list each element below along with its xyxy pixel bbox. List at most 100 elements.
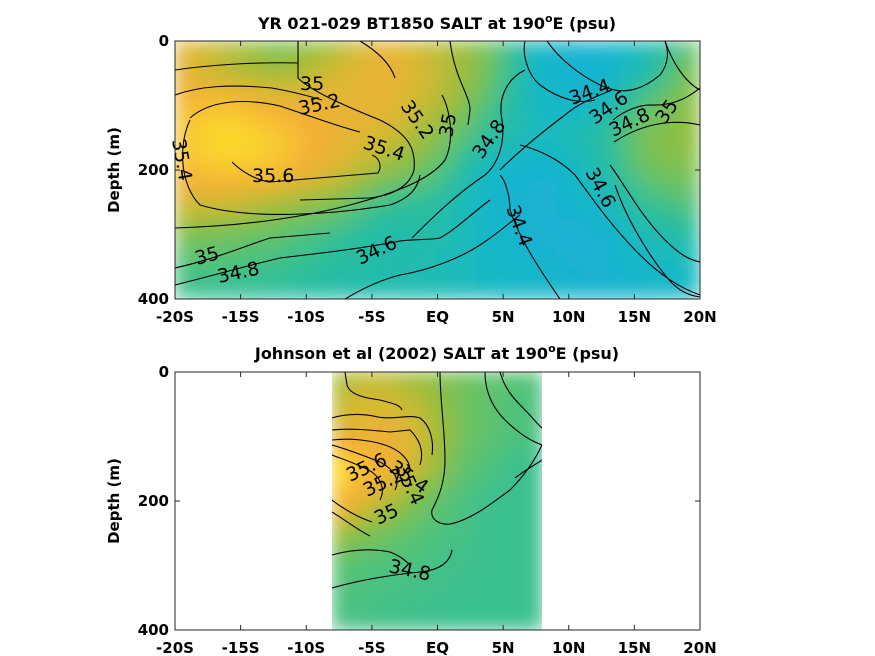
heatmap-cell [447,520,454,532]
heatmap-cell [542,179,557,191]
heatmap-cell [633,100,649,111]
heatmap-cell [374,460,381,472]
heatmap-cell [384,100,399,111]
heatmap-cell [426,550,433,562]
heatmap-cell [528,80,544,92]
heatmap-cell [607,268,622,280]
heatmap-cell [337,480,344,492]
heatmap-cell [437,440,444,452]
heatmap-cell [528,100,544,111]
heatmap-cell [463,530,470,542]
heatmap-cell [620,100,635,111]
heatmap-cell [673,248,688,260]
heatmap-cell [568,109,583,121]
heatmap-cell [515,129,530,141]
heatmap-cell [332,431,339,442]
heatmap-cell [673,100,688,111]
heatmap-cell [410,510,417,522]
heatmap-cell [437,119,452,131]
heatmap-cell [526,540,533,552]
heatmap-cell [515,460,522,472]
heatmap-cell [279,278,294,290]
heatmap-cell [437,288,452,299]
heatmap-cell [400,372,407,383]
heatmap-cell [633,119,649,131]
heatmap-cell [502,50,517,62]
heatmap-cell [395,599,402,611]
heatmap-cell [542,278,557,290]
heatmap-cell [633,288,649,299]
heatmap-cell [437,431,444,442]
heatmap-cell [531,530,538,542]
heatmap-cell [318,70,334,82]
heatmap-cell [347,490,354,502]
heatmap-cell [337,560,344,571]
heatmap-cell [405,560,412,571]
heatmap-cell [342,569,349,581]
heatmap-cell [473,411,480,423]
heatmap-cell [607,238,622,250]
panel-1-ylabel: Depth (m) [105,127,123,213]
heatmap-cell [253,189,268,201]
heatmap-cell [253,60,268,72]
heatmap-cell [500,500,507,512]
heatmap-cell [384,401,391,413]
heatmap-cell [279,169,294,181]
heatmap-cell [515,41,530,52]
heatmap-cell [423,119,439,131]
heatmap-cell [528,288,544,299]
heatmap-cell [395,560,402,571]
heatmap-cell [374,500,381,512]
heatmap-cell [489,199,504,211]
heatmap-cell [473,550,480,562]
heatmap-cell [479,391,486,403]
heatmap-cell [531,569,538,581]
heatmap-cell [515,238,530,250]
heatmap-cell [353,440,360,452]
heatmap-cell [647,70,662,82]
heatmap-cell [405,579,412,591]
heatmap-cell [405,589,412,601]
heatmap-cell [528,129,544,141]
heatmap-cell [468,440,475,452]
heatmap-cell [442,530,449,542]
heatmap-cell [505,569,512,581]
heatmap-cell [594,50,609,62]
heatmap-cell [227,209,242,221]
heatmap-cell [423,159,439,171]
heatmap-cell [431,470,438,482]
heatmap-cell [581,159,596,171]
x-tick-label: 20N [683,639,716,656]
heatmap-cell [542,238,557,250]
heatmap-cell [526,401,533,413]
heatmap-cell [253,219,268,231]
heatmap-cell [379,460,386,472]
contour-line [411,69,526,239]
heatmap-cell [318,209,334,221]
heatmap-cell [484,381,491,393]
heatmap-cell [426,411,433,423]
heatmap-cell [353,520,360,532]
heatmap-cell [633,209,649,221]
heatmap-cell [384,209,399,221]
heatmap-cell [450,139,465,151]
heatmap-cell [555,80,570,92]
heatmap-cell [371,189,386,201]
heatmap-cell [384,109,399,121]
heatmap-cell [489,579,496,591]
heatmap-cell [368,421,375,433]
heatmap-cell [476,70,491,82]
heatmap-cell [515,510,522,522]
contour-line [175,251,331,286]
heatmap-cell [292,70,307,82]
heatmap-cell [458,579,465,591]
heatmap-cell [200,149,215,161]
heatmap-cell [200,179,215,191]
heatmap-cell [410,129,425,141]
heatmap-cell [581,288,596,299]
contour-line [332,549,411,566]
heatmap-cell [458,480,465,492]
heatmap-cell [437,179,452,191]
heatmap-cell [410,159,425,171]
heatmap-cell [447,619,454,630]
